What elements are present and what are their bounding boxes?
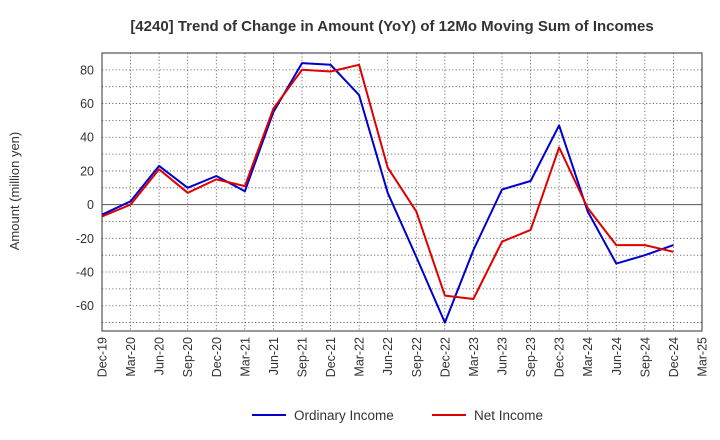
y-tick-label: -60 <box>76 299 94 313</box>
y-tick-label: 0 <box>87 198 94 212</box>
y-tick-label: 60 <box>80 97 94 111</box>
legend-label-0: Ordinary Income <box>294 408 394 423</box>
x-tick-label: Dec-21 <box>324 337 338 377</box>
legend: Ordinary Income Net Income <box>252 408 543 423</box>
chart-title: [4240] Trend of Change in Amount (YoY) o… <box>130 18 653 35</box>
x-tick-label: Sep-20 <box>181 337 195 377</box>
series-line-1 <box>101 63 674 300</box>
y-tick-labels: 80 60 40 20 0 -20 -40 -60 <box>76 63 94 313</box>
x-tick-label: Mar-25 <box>696 337 710 377</box>
x-tick-label: Sep-21 <box>296 337 310 377</box>
y-tick-label: 80 <box>80 63 94 77</box>
x-tick-label: Dec-23 <box>553 337 567 377</box>
y-tick-label: -40 <box>76 266 94 280</box>
y-tick-label: 20 <box>80 164 94 178</box>
x-tick-label: Jun-21 <box>267 337 281 375</box>
series-lines <box>101 62 674 324</box>
x-tick-label: Dec-24 <box>667 337 681 377</box>
plot-area-border <box>101 52 703 332</box>
x-tick-label: Jun-24 <box>610 337 624 375</box>
x-tick-label: Sep-22 <box>410 337 424 377</box>
x-tick-label: Dec-20 <box>210 337 224 377</box>
y-tick-label: -20 <box>76 232 94 246</box>
series-line-0 <box>101 62 674 324</box>
x-tick-label: Mar-22 <box>353 337 367 377</box>
x-tick-label: Jun-20 <box>153 337 167 375</box>
x-tick-label: Mar-24 <box>581 337 595 377</box>
x-tick-labels: Dec-19 Mar-20 Jun-20 Sep-20 Dec-20 Mar-21 Jun-… <box>96 337 710 377</box>
y-axis-label: Amount (million yen) <box>7 132 22 251</box>
legend-label-1: Net Income <box>474 408 543 423</box>
x-tick-label: Mar-20 <box>124 337 138 377</box>
x-tick-label: Dec-19 <box>96 337 110 377</box>
x-tick-label: Mar-23 <box>467 337 481 377</box>
x-tick-label: Mar-21 <box>238 337 252 377</box>
grid <box>101 52 703 331</box>
x-tick-label: Jun-23 <box>496 337 510 375</box>
plot-frame <box>101 52 703 332</box>
y-tick-label: 40 <box>80 131 94 145</box>
x-tick-label: Jun-22 <box>381 337 395 375</box>
x-tick-label: Sep-24 <box>638 337 652 377</box>
x-tick-label: Sep-23 <box>524 337 538 377</box>
x-tick-label: Dec-22 <box>438 337 452 377</box>
